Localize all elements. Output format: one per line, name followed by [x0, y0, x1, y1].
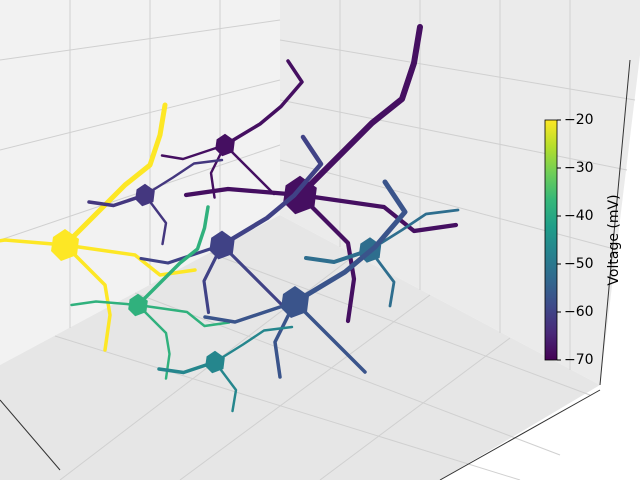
dendrite: [297, 24, 423, 198]
soma: [281, 286, 309, 318]
colorbar-tick-label: −20: [564, 112, 594, 128]
dendrite: [136, 303, 231, 328]
dendrite: [292, 179, 408, 305]
dendrite: [139, 243, 224, 265]
dendrite: [368, 208, 460, 252]
dendrite: [0, 238, 67, 247]
colorbar-tick-label: −30: [564, 160, 594, 176]
soma: [51, 229, 79, 261]
soma: [135, 183, 155, 207]
dendrite: [136, 303, 171, 380]
neuron: [0, 102, 197, 352]
dendrite: [304, 248, 372, 264]
soma: [283, 175, 317, 215]
colorbar-tick-label: −70: [564, 352, 594, 368]
soma: [209, 230, 235, 260]
colorbar-label: Voltage (mV): [606, 194, 622, 285]
neurons: [0, 24, 460, 413]
soma: [128, 293, 148, 317]
colorbar-gradient: [544, 119, 558, 361]
neuron: [139, 134, 324, 315]
soma: [215, 133, 235, 157]
dendrite: [63, 243, 112, 352]
colorbar-tick-label: −40: [564, 208, 594, 224]
dendrite: [213, 325, 294, 364]
dendrite: [213, 360, 238, 413]
soma: [205, 350, 225, 374]
dendrite: [87, 193, 147, 208]
dendrite: [136, 205, 210, 307]
dendrite: [62, 102, 168, 248]
dendrite: [223, 143, 276, 196]
dendrite: [183, 186, 303, 198]
dendrite: [157, 360, 217, 375]
dendrite: [220, 243, 287, 310]
neuron: [157, 325, 294, 413]
neuron: [70, 205, 231, 380]
dendrite: [293, 300, 367, 374]
dendrite: [160, 143, 227, 161]
dendrite: [203, 300, 297, 324]
dendrite: [219, 134, 324, 248]
dendrite: [143, 193, 168, 246]
floor-pane: [0, 215, 600, 480]
dendrite: [223, 59, 304, 147]
colorbar-tick-label: −60: [564, 304, 594, 320]
dendrite: [297, 192, 357, 324]
colorbar-tick-label: −50: [564, 256, 594, 272]
neuron: [160, 59, 304, 199]
neuron: [203, 179, 408, 379]
neuron: [87, 158, 224, 246]
dendrite: [143, 158, 224, 197]
dendrite: [368, 248, 396, 308]
colorbar: Voltage (mV) −20 −30 −40 −50 −60 −70: [544, 112, 622, 368]
dendrite: [70, 300, 140, 307]
dendrite: [63, 243, 197, 277]
axis-lines: [0, 59, 631, 480]
